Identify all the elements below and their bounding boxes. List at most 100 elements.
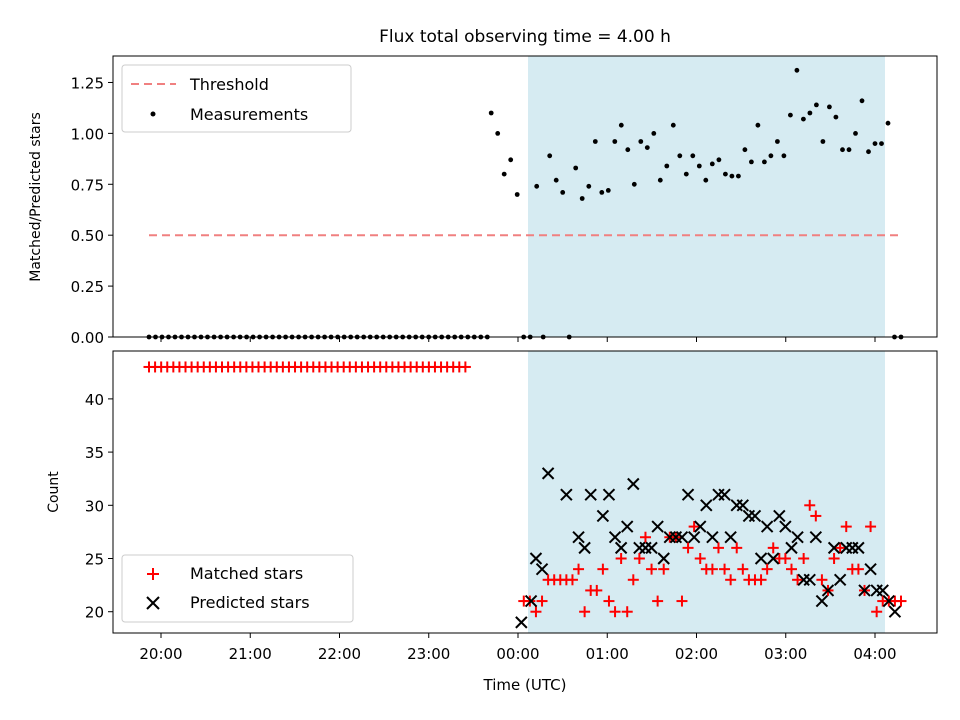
measurement-point — [827, 104, 832, 110]
axes-frame-top — [112, 55, 938, 338]
matched-star-point — [725, 574, 737, 586]
matched-star-point — [633, 553, 645, 565]
measurement-point — [736, 173, 741, 179]
predicted-star-point — [687, 531, 701, 544]
matched-star-point — [761, 563, 773, 575]
predicted-star-point — [888, 605, 902, 618]
measurement-point — [775, 139, 780, 144]
predicted-star-point — [560, 488, 573, 501]
measurement-series — [146, 67, 904, 340]
x-axis-label: Time (UTC) — [483, 676, 567, 694]
predicted-star-point — [773, 509, 786, 523]
matched-star-point — [688, 521, 700, 533]
measurement-point — [742, 147, 748, 153]
y-tick-label-top: 1.00 — [71, 125, 104, 143]
matched-star-point — [737, 563, 749, 575]
measurement-point — [840, 147, 845, 153]
matched-star-point — [682, 542, 694, 554]
matched-star-point — [816, 574, 828, 586]
measurement-point — [690, 153, 696, 159]
measurement-point — [644, 145, 650, 151]
measurement-point — [885, 120, 891, 126]
predicted-star-point — [815, 594, 829, 608]
measurement-point — [872, 141, 878, 147]
y-tick-label-top: 0.50 — [71, 227, 104, 245]
matched-star-point — [658, 563, 670, 575]
matched-star-point — [792, 574, 804, 586]
matched-star-point — [779, 553, 791, 565]
panel-ratio: 0.00 0.25 0.50 0.75 1.00 1.25 Matched/Predict… — [28, 55, 938, 347]
predicted-star-point — [754, 552, 768, 565]
matched-star-point — [615, 553, 627, 565]
legend-frame-bottom — [121, 554, 354, 623]
predicted-star-point — [700, 499, 713, 512]
measurement-point — [762, 159, 767, 165]
x-tick-label: 02:00 — [675, 645, 718, 663]
chart-title: Flux total observing time = 4.00 h — [379, 27, 671, 47]
measurement-point — [664, 163, 670, 169]
predicted-star-point — [596, 509, 610, 523]
matched-star-point — [652, 595, 664, 607]
predicted-star-point — [602, 488, 616, 501]
y-tick-label-top: 0.00 — [71, 329, 104, 347]
matched-star-point — [603, 595, 615, 607]
measurement-point — [716, 157, 722, 163]
y-tick-label-bottom: 40 — [85, 391, 104, 409]
predicted-star-point — [621, 520, 634, 533]
matched-star-point — [895, 595, 907, 607]
matched-star-point — [767, 542, 779, 554]
measurement-point — [814, 102, 819, 108]
measurement-point — [879, 141, 884, 147]
measurement-point — [723, 171, 728, 177]
predicted-star-point — [718, 488, 731, 501]
measurement-point — [495, 131, 501, 136]
predicted-star-point — [803, 573, 816, 586]
matched-star-point — [828, 553, 840, 565]
matched-star-point — [852, 563, 864, 575]
measurement-point — [729, 173, 735, 179]
predicted-star-point — [748, 509, 762, 523]
predicted-star-point — [529, 552, 543, 565]
matched-star-point — [646, 563, 658, 575]
predicted-star-point — [785, 541, 798, 555]
predicted-star-point — [809, 531, 823, 544]
predicted-star-point — [864, 562, 877, 576]
predicted-star-point — [608, 531, 622, 544]
axes-frame-bottom — [112, 350, 938, 634]
predicted-star-point — [681, 488, 695, 501]
matched-star-point — [579, 606, 591, 618]
matched-star-point — [719, 563, 731, 575]
matched-star-point — [609, 606, 621, 618]
y-tick-label-bottom: 20 — [85, 604, 104, 622]
matched-star-point — [597, 563, 609, 575]
predicted-star-point — [821, 584, 835, 597]
measurement-point — [560, 190, 566, 195]
legend-threshold-label: Threshold — [189, 75, 269, 94]
measurement-point — [670, 122, 676, 128]
measurement-point — [573, 165, 579, 171]
matched-star-point — [865, 521, 877, 533]
legend-predicted-label: Predicted stars — [190, 593, 310, 612]
predicted-star-point — [651, 520, 664, 533]
predicted-star-point — [833, 573, 847, 586]
measurement-point — [586, 183, 592, 189]
predicted-star-point — [694, 520, 707, 533]
legend-measurements-swatch — [150, 111, 156, 117]
measurement-point — [833, 114, 839, 120]
predicted-star-point — [779, 520, 792, 533]
predicted-star-point — [541, 467, 555, 480]
measurement-point — [859, 98, 865, 104]
measurement-point — [625, 147, 631, 153]
measurement-point — [488, 110, 494, 116]
matched-star-point — [627, 574, 639, 586]
legend-predicted-swatch — [146, 596, 160, 610]
legend-matched-label: Matched stars — [190, 564, 303, 583]
x-axis-ticks-top — [160, 337, 876, 342]
measurement-point — [638, 139, 644, 144]
measurement-point — [683, 171, 689, 177]
legend-bottom: Matched stars Predicted stars — [121, 554, 354, 623]
y-tick-label-top: 1.25 — [71, 74, 104, 92]
x-tick-label: 04:00 — [853, 645, 896, 663]
measurement-point — [612, 139, 618, 144]
